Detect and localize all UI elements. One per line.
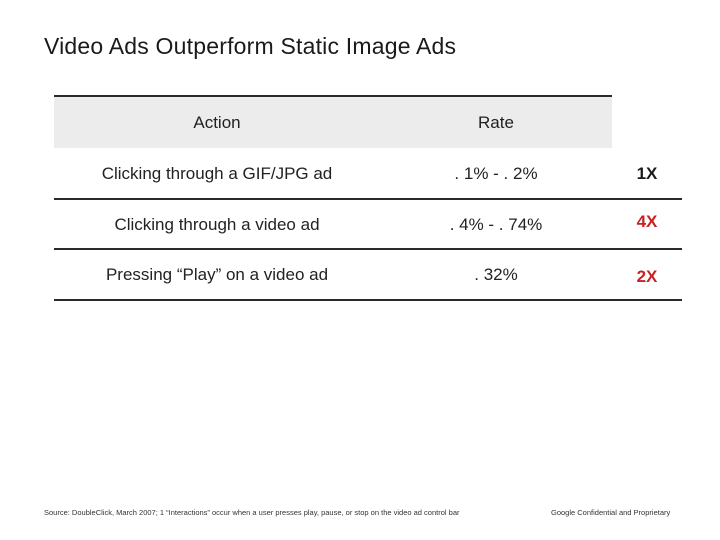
table-header-background (54, 96, 612, 148)
row-action: Pressing “Play” on a video ad (105, 265, 329, 284)
multiplier-bottom-rule (612, 299, 682, 301)
row-multiplier: 1X (636, 164, 658, 183)
row-rate: . 4% - . 74% (449, 215, 543, 234)
row-divider (54, 248, 612, 250)
header-action: Action (193, 113, 241, 132)
slide-title: Video Ads Outperform Static Image Ads (44, 33, 457, 59)
table-top-rule (54, 95, 612, 97)
row-action: Clicking through a GIF/JPG ad (101, 164, 333, 183)
multiplier-divider (612, 248, 682, 250)
row-rate: . 1% - . 2% (454, 164, 538, 183)
row-divider (54, 198, 612, 200)
row-rate: . 32% (474, 265, 518, 284)
multiplier-divider (612, 198, 682, 200)
source-footnote: Source: DoubleClick, March 2007; 1 “Inte… (44, 508, 460, 517)
row-action: Clicking through a video ad (114, 215, 320, 234)
confidential-notice: Google Confidential and Proprietary (551, 508, 671, 517)
table-bottom-rule (54, 299, 612, 301)
row-multiplier: 4X (636, 212, 658, 231)
header-rate: Rate (478, 113, 514, 132)
row-multiplier: 2X (636, 267, 658, 286)
